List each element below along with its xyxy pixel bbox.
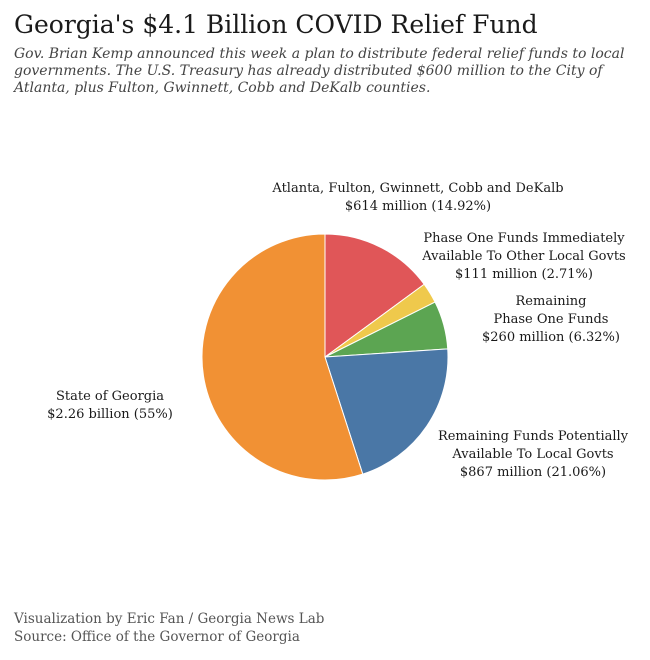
pie-slice-4	[201, 233, 364, 481]
slice-label-line: $2.26 billion (55%)	[47, 407, 173, 422]
slice-label-line: $260 million (6.32%)	[482, 330, 620, 345]
pie-labels: Atlanta, Fulton, Gwinnett, Cobb and DeKa…	[47, 181, 629, 480]
slice-label-3: Remaining Funds Potentially Available To …	[438, 429, 629, 480]
slice-label-0: Atlanta, Fulton, Gwinnett, Cobb and DeKa…	[271, 181, 563, 214]
slice-label-line: $867 million (21.06%)	[460, 465, 606, 480]
slice-label-line: $614 million (14.92%)	[345, 199, 491, 214]
slice-label-line: $111 million (2.71%)	[455, 267, 593, 282]
slice-label-line: Phase One Funds	[494, 312, 609, 327]
pie-slice-3	[324, 348, 449, 475]
chart-subtitle: Gov. Brian Kemp announced this week a pl…	[14, 46, 625, 96]
slice-label-line: Available To Other Local Govts	[421, 249, 625, 264]
pie-slice-0	[324, 233, 425, 358]
chart-title: Georgia's $4.1 Billion COVID Relief Fund	[14, 10, 538, 39]
slice-label-4: State of Georgia $2.26 billion (55%)	[47, 389, 173, 422]
slice-label-line: Remaining Funds Potentially	[438, 429, 629, 444]
slice-label-1: Phase One Funds Immediately Available To …	[421, 231, 625, 282]
slice-label-line: Remaining	[516, 294, 587, 309]
source-line: Source: Office of the Governor of Georgi…	[14, 629, 300, 645]
slice-label-line: State of Georgia	[56, 389, 164, 404]
slice-label-2: Remaining Phase One Funds $260 million (6.…	[482, 294, 620, 345]
credit-line: Visualization by Eric Fan / Georgia News…	[14, 611, 325, 627]
slice-label-line: Phase One Funds Immediately	[423, 231, 625, 246]
pie-slices	[201, 233, 449, 481]
footer: Visualization by Eric Fan / Georgia News…	[14, 610, 324, 646]
slice-label-line: Atlanta, Fulton, Gwinnett, Cobb and DeKa…	[271, 181, 563, 196]
slice-label-line: Available To Local Govts	[451, 447, 613, 462]
